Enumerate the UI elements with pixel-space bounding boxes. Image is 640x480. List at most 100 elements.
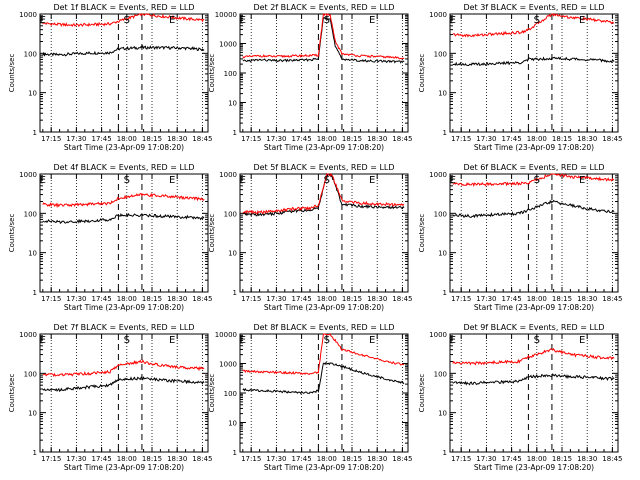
lld-series-line: [42, 359, 205, 378]
x-tick-label: 18:30: [167, 455, 187, 463]
y-tick-label: 100: [24, 50, 37, 58]
x-tick-label: 17:30: [66, 295, 86, 303]
y-tick-label: 1000: [219, 171, 237, 179]
start-marker: S: [124, 335, 130, 346]
x-tick-label: 18:30: [367, 295, 387, 303]
y-tick-label: 1000: [19, 331, 37, 339]
y-tick-label: 10: [438, 250, 447, 258]
x-axis-label: Start Time (23-Apr-09 17:08:20): [474, 463, 594, 472]
y-axis-label: Counts/sec: [8, 54, 16, 93]
plot-frame: [39, 333, 209, 453]
lld-series-line: [242, 172, 405, 215]
panel-title: Det 4f BLACK = Events, RED = LLD: [53, 163, 194, 172]
x-tick-label: 17:15: [451, 455, 471, 463]
x-tick-label: 18:00: [317, 295, 337, 303]
end-marker: E: [450, 15, 456, 26]
x-tick-label: 17:15: [241, 455, 261, 463]
x-axis-label: Start Time (23-Apr-09 17:08:20): [264, 463, 384, 472]
y-tick-label: 10000: [215, 11, 237, 19]
end-marker: E: [369, 15, 375, 26]
x-tick-label: 17:45: [502, 295, 522, 303]
x-tick-label: 18:00: [527, 295, 547, 303]
end-marker: E: [240, 15, 246, 26]
x-tick-label: 18:15: [142, 295, 162, 303]
panel-det-8: Det 8f BLACK = Events, RED = LLD 1 10 100 10…: [208, 323, 412, 472]
y-tick-label: 100: [224, 210, 237, 218]
y-tick-label: 1000: [19, 171, 37, 179]
panel-det-7: Det 7f BLACK = Events, RED = LLD 1 10 100 10…: [8, 323, 212, 472]
x-tick-label: 18:00: [117, 135, 137, 143]
x-tick-label: 18:30: [167, 135, 187, 143]
panel-det-3: Det 3f BLACK = Events, RED = LLD 1 10 100 10…: [418, 3, 622, 152]
x-tick-label: 18:00: [317, 455, 337, 463]
y-tick-label: 100: [434, 370, 447, 378]
x-tick-label: 17:15: [41, 295, 61, 303]
panel-title: Det 9f BLACK = Events, RED = LLD: [463, 323, 604, 332]
lld-series-line: [242, 333, 405, 376]
end-marker: E: [579, 15, 585, 26]
x-tick-label: 17:30: [266, 135, 286, 143]
x-tick-label: 18:15: [552, 135, 572, 143]
x-tick-label: 18:30: [367, 455, 387, 463]
y-tick-label: 10: [28, 90, 37, 98]
x-tick-label: 17:45: [292, 135, 312, 143]
start-marker: S: [124, 175, 130, 186]
x-tick-label: 18:15: [552, 295, 572, 303]
y-tick-label: 10: [228, 250, 237, 258]
x-tick-label: 17:15: [241, 295, 261, 303]
lld-series-line: [452, 347, 615, 366]
y-tick-label: 1: [233, 129, 237, 137]
lld-series-line: [42, 192, 205, 209]
x-tick-label: 17:45: [502, 135, 522, 143]
y-tick-label: 1000: [429, 331, 447, 339]
y-tick-label: 10: [228, 420, 237, 428]
lld-series-line: [452, 173, 615, 188]
y-tick-label: 1: [233, 289, 237, 297]
x-tick-label: 18:15: [342, 455, 362, 463]
x-tick-label: 18:45: [602, 295, 622, 303]
y-tick-label: 1: [443, 289, 447, 297]
x-tick-label: 17:30: [476, 295, 496, 303]
y-tick-label: 1: [233, 449, 237, 457]
x-tick-label: 18:00: [527, 135, 547, 143]
x-tick-label: 18:00: [117, 455, 137, 463]
x-tick-label: 17:45: [502, 455, 522, 463]
y-tick-label: 100: [434, 50, 447, 58]
x-tick-label: 18:30: [577, 295, 597, 303]
y-tick-label: 100: [224, 70, 237, 78]
y-axis-label: Counts/sec: [8, 214, 16, 253]
x-tick-label: 18:45: [392, 135, 412, 143]
x-tick-label: 18:45: [192, 455, 212, 463]
x-tick-label: 17:30: [66, 135, 86, 143]
panel-title: Det 8f BLACK = Events, RED = LLD: [253, 323, 394, 332]
y-tick-label: 100: [434, 210, 447, 218]
end-marker: E: [369, 175, 375, 186]
end-marker: E: [169, 15, 175, 26]
y-tick-label: 1: [443, 449, 447, 457]
x-tick-label: 17:30: [476, 135, 496, 143]
x-tick-label: 18:45: [192, 135, 212, 143]
end-marker: E: [40, 15, 46, 26]
y-tick-label: 1: [33, 449, 37, 457]
y-axis-label: Counts/sec: [208, 54, 216, 93]
y-axis-label: Counts/sec: [418, 374, 426, 413]
x-tick-label: 18:45: [602, 135, 622, 143]
panel-det-4: Det 4f BLACK = Events, RED = LLD 1 10 100 10…: [8, 163, 212, 312]
end-marker: E: [169, 175, 175, 186]
x-tick-label: 18:00: [117, 295, 137, 303]
y-tick-label: 100: [24, 210, 37, 218]
y-tick-label: 100: [24, 370, 37, 378]
y-tick-label: 100: [224, 390, 237, 398]
events-series-line: [42, 45, 205, 57]
start-marker: S: [324, 175, 330, 186]
x-tick-label: 18:00: [317, 135, 337, 143]
start-marker: S: [324, 15, 330, 26]
x-axis-label: Start Time (23-Apr-09 17:08:20): [474, 143, 594, 152]
x-tick-label: 17:30: [66, 455, 86, 463]
x-tick-label: 17:45: [292, 295, 312, 303]
x-tick-label: 17:15: [41, 135, 61, 143]
events-series-line: [42, 212, 205, 225]
y-tick-label: 10000: [215, 331, 237, 339]
x-axis-label: Start Time (23-Apr-09 17:08:20): [264, 303, 384, 312]
